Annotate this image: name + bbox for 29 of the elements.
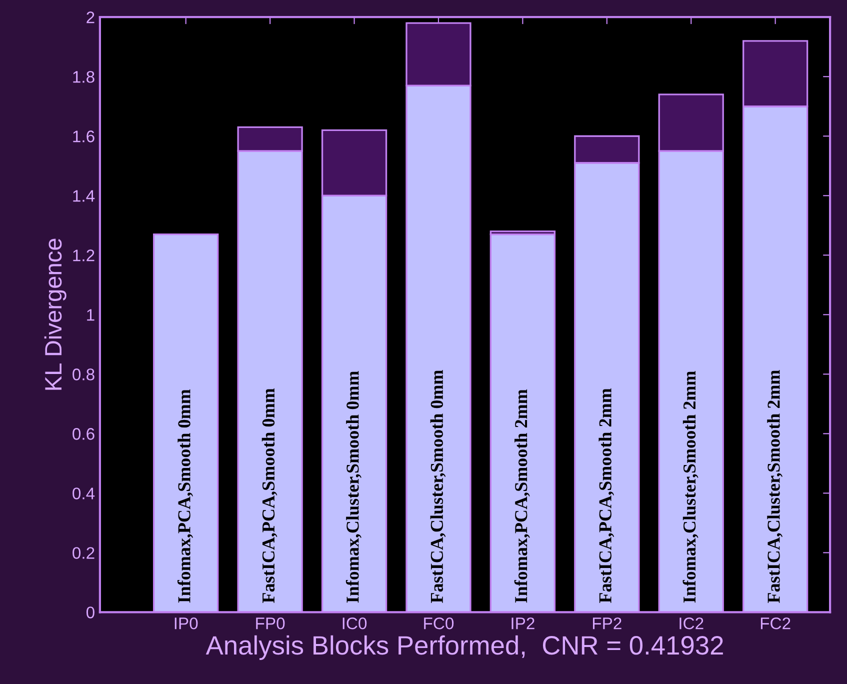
x-tick-label: IP0 xyxy=(174,617,198,630)
x-tick-label: FC2 xyxy=(760,617,790,630)
y-tick-label: 1.8 xyxy=(73,71,94,83)
x-tick-label: FP2 xyxy=(592,617,622,630)
annotation: Infomax,PCA,Smooth 2mm xyxy=(514,389,530,603)
y-tick-label: 1.4 xyxy=(73,190,95,202)
annotation: FastICA,PCA,Smooth 2mm xyxy=(598,388,614,603)
annotation: Infomax,PCA,Smooth 0mm xyxy=(177,389,193,603)
y-tick-label: 2 xyxy=(86,12,94,24)
y-axis-title: KL Divergence xyxy=(44,238,66,390)
y-tick-label: 0 xyxy=(86,606,94,618)
x-tick-label: FC0 xyxy=(424,617,454,630)
x-tick-label: IP2 xyxy=(512,617,534,630)
y-tick-label: 1 xyxy=(87,309,94,321)
x-tick-label: FP0 xyxy=(256,617,285,630)
annotation: FastICA,Cluster,Smooth 2mm xyxy=(767,370,782,603)
x-axis-title: Analysis Blocks Performed, CNR = 0.41932 xyxy=(206,635,723,660)
annotation: Infomax,Cluster,Smooth 2mm xyxy=(682,371,698,603)
y-tick-label: 0.8 xyxy=(72,368,94,380)
x-tick-label: IC0 xyxy=(342,617,367,630)
y-tick-label: 0.2 xyxy=(72,547,94,559)
annotation: Infomax,Cluster,Smooth 0mm xyxy=(346,371,362,603)
y-tick-label: 1.6 xyxy=(73,130,94,142)
y-tick-label: 0.4 xyxy=(72,488,95,500)
y-tick-label: 0.6 xyxy=(72,428,94,440)
y-tick-label: 1.2 xyxy=(73,250,94,262)
annotation: FastICA,PCA,Smooth 0mm xyxy=(262,388,278,603)
x-tick-label: IC2 xyxy=(680,617,704,630)
annotation: FastICA,Cluster,Smooth 0mm xyxy=(430,370,446,603)
